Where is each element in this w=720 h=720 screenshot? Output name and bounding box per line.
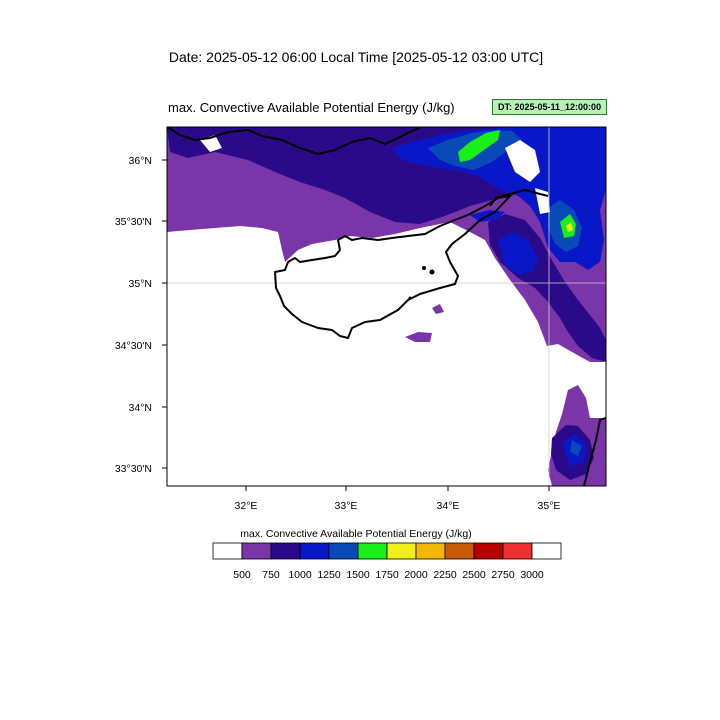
- colorbar-label: 2000: [404, 569, 428, 581]
- cape-gap: [505, 140, 540, 182]
- colorbar-label: 3000: [520, 569, 544, 581]
- colorbar-swatch: [241, 542, 272, 560]
- colorbar-label: 2500: [462, 569, 486, 581]
- levant-coastline: [489, 189, 549, 207]
- colorbar-swatch: [212, 542, 243, 560]
- lon-label: 32°E: [235, 500, 258, 512]
- levant-coastline: [583, 417, 606, 486]
- colorbar-swatch: [473, 542, 504, 560]
- cape-region-1750: [458, 130, 500, 162]
- cape-field: [167, 127, 606, 486]
- colorbar-label: 750: [262, 569, 280, 581]
- colorbar-label: 2750: [491, 569, 515, 581]
- colorbar-swatch: [444, 542, 475, 560]
- turkey-coastline: [167, 127, 421, 155]
- colorbar: [212, 542, 562, 560]
- colorbar-swatch: [502, 542, 533, 560]
- cape-region-1250: [498, 232, 538, 274]
- lat-label: 36°N: [129, 155, 152, 167]
- cyprus-coastline: [274, 195, 511, 339]
- cape-region-2000: [566, 222, 573, 232]
- lat-label: 35°30'N: [115, 216, 152, 228]
- colorbar-label: 1250: [317, 569, 341, 581]
- lat-label: 34°N: [129, 402, 152, 414]
- dt-badge: DT: 2025-05-11_12:00:00: [492, 99, 608, 115]
- cape-region-750: [432, 304, 444, 314]
- colorbar-swatch: [357, 542, 388, 560]
- lon-label: 33°E: [335, 500, 358, 512]
- colorbar-label: 1000: [288, 569, 312, 581]
- lat-label: 35°N: [129, 278, 152, 290]
- date-line: Date: 2025-05-12 06:00 Local Time [2025-…: [168, 49, 544, 65]
- colorbar-swatch: [415, 542, 446, 560]
- map-frame: [166, 126, 607, 487]
- gridlines: [167, 127, 606, 486]
- colorbar-swatch: [270, 542, 301, 560]
- colorbar-swatch: [386, 542, 417, 560]
- colorbar-title: max. Convective Available Potential Ener…: [240, 528, 472, 540]
- colorbar-label: 500: [233, 569, 251, 581]
- islets: [408, 266, 435, 300]
- tick-marks: [162, 159, 550, 491]
- map-title: max. Convective Available Potential Ener…: [168, 100, 455, 115]
- cape-region-750: [405, 332, 432, 342]
- lon-label: 34°E: [437, 500, 460, 512]
- lat-label: 34°30'N: [115, 340, 152, 352]
- cape-region-1500: [570, 440, 582, 456]
- coastlines: [167, 127, 606, 486]
- colorbar-swatch: [531, 542, 562, 560]
- colorbar-label: 2250: [433, 569, 457, 581]
- colorbar-swatch: [328, 542, 359, 560]
- colorbar-label: 1750: [375, 569, 399, 581]
- lon-label: 35°E: [538, 500, 561, 512]
- lat-label: 33°30'N: [115, 463, 152, 475]
- colorbar-label: 1500: [346, 569, 370, 581]
- colorbar-swatch: [299, 542, 330, 560]
